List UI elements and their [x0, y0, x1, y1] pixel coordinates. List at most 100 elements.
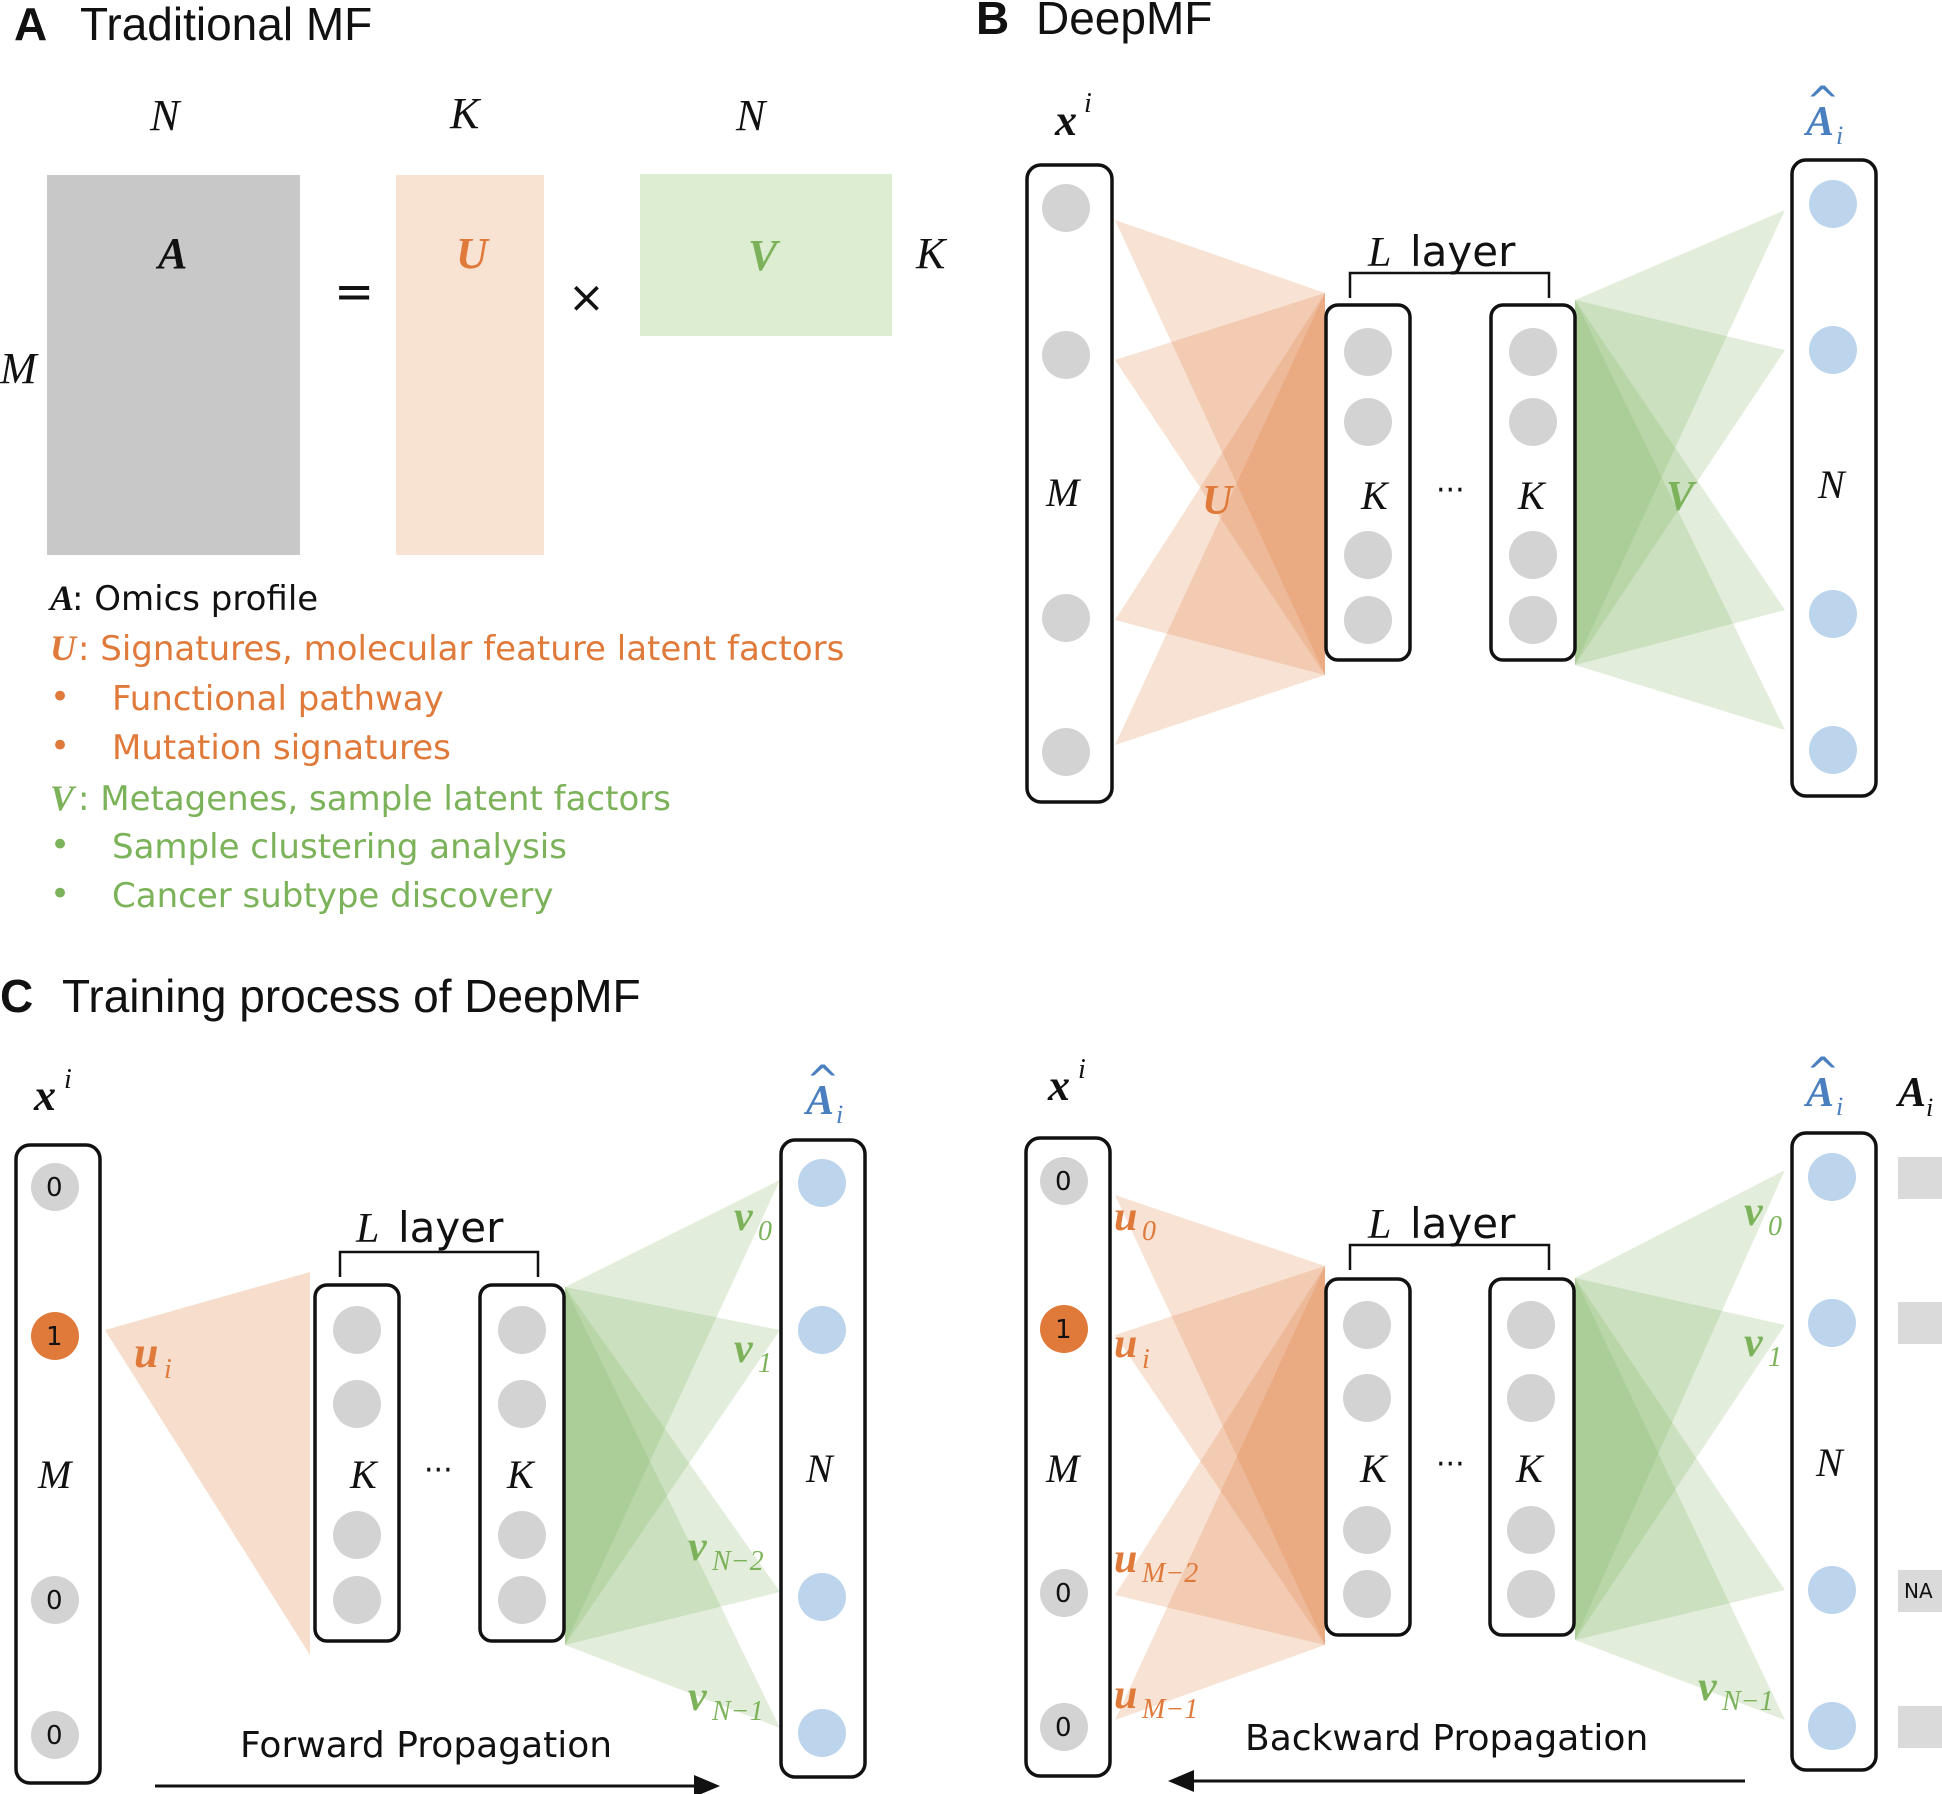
c-left-ahat-sub: i — [836, 1100, 843, 1129]
b-output-column — [1790, 158, 1878, 798]
c-right-input-node-4 — [1040, 1703, 1088, 1751]
c-right-h2-node-1 — [1507, 1301, 1555, 1349]
b-ahat-sub: i — [1836, 121, 1843, 150]
b-u-label: U — [1202, 478, 1235, 524]
c-left-v0-label: v — [734, 1194, 754, 1240]
c-left-v1-label: v — [734, 1326, 754, 1372]
b-input-node-4 — [1042, 728, 1090, 776]
c-left-hidden-column-1 — [313, 1283, 401, 1643]
c-right-input-val-3: 0 — [1055, 1579, 1072, 1609]
c-right-ui-sub: i — [1142, 1344, 1150, 1375]
dim-label-n-a: N — [149, 91, 182, 140]
b-output-node-2 — [1809, 326, 1857, 374]
equals-sign: = — [334, 264, 374, 320]
c-right-hidden-column-1 — [1324, 1277, 1412, 1637]
c-right-output-node-2 — [1808, 1299, 1856, 1347]
c-left-input-val-4: 0 — [46, 1721, 63, 1751]
c-right-hidden-column-2 — [1488, 1277, 1576, 1637]
c-left-ui-sub: i — [164, 1354, 172, 1385]
legend-u-symbol: U — [50, 628, 78, 668]
c-right-output-node-3 — [1808, 1566, 1856, 1614]
b-layer-bracket — [1348, 271, 1551, 298]
c-left-layer-bracket — [338, 1250, 540, 1277]
c-right-um2-sub: M−2 — [1141, 1558, 1198, 1589]
c-left-ui-label: u — [134, 1328, 158, 1377]
c-right-caption: Backward Propagation — [1245, 1718, 1648, 1759]
panel-b: B DeepMF x i M U L layer — [976, 0, 1878, 804]
legend-v-item-2: Cancer subtype discovery — [112, 876, 554, 916]
matrix-u — [396, 175, 544, 555]
dim-label-k-u: K — [449, 89, 482, 138]
panel-a-letter: A — [14, 0, 47, 50]
matrix-u-label: U — [456, 229, 490, 278]
c-left-h2-node-3 — [498, 1511, 546, 1559]
c-left-h1-node-3 — [333, 1511, 381, 1559]
c-right-vn1-label: v — [1698, 1664, 1718, 1710]
c-left-h2-node-4 — [498, 1576, 546, 1624]
c-right-h2-node-3 — [1507, 1506, 1555, 1554]
c-right-h1-node-1 — [1343, 1301, 1391, 1349]
c-right-a-sub: i — [1926, 1093, 1933, 1122]
c-right-input-val-1: 0 — [1055, 1167, 1072, 1197]
c-left-input-node-2 — [31, 1312, 79, 1360]
legend-v-bullet-1: • — [50, 825, 70, 865]
c-right-input-node-3 — [1040, 1569, 1088, 1617]
c-left-v1-sub: 1 — [758, 1348, 772, 1379]
b-k1-label: K — [1360, 473, 1390, 518]
times-sign: × — [568, 272, 605, 323]
c-right-um1-sub: M−1 — [1141, 1694, 1198, 1725]
b-input-node-1 — [1042, 184, 1090, 232]
legend-v-item-1: Sample clustering analysis — [112, 827, 567, 867]
c-left-input-node-4 — [31, 1711, 79, 1759]
c-right-v1-sub: 1 — [1768, 1342, 1782, 1373]
c-left-u-fan — [105, 1272, 310, 1655]
c-left-input-node-3 — [31, 1576, 79, 1624]
c-left-h2-node-1 — [498, 1306, 546, 1354]
c-right-h1-node-2 — [1343, 1374, 1391, 1422]
c-left-n-label: N — [805, 1446, 835, 1491]
b-m-label: M — [1045, 470, 1082, 515]
c-right-ellipsis: ··· — [1436, 1447, 1465, 1482]
panel-c-letter: C — [0, 970, 33, 1022]
c-left-h1-node-1 — [333, 1306, 381, 1354]
legend-u-bullet-1: • — [50, 677, 70, 717]
panel-b-letter: B — [976, 0, 1009, 44]
b-x-label: x — [1054, 96, 1077, 145]
matrix-v-label: V — [748, 231, 781, 280]
c-left-h1-node-2 — [333, 1380, 381, 1428]
c-left-hidden-column-2 — [478, 1283, 566, 1643]
b-h1-node-3 — [1344, 531, 1392, 579]
c-right-input-val-2: 1 — [1055, 1315, 1072, 1345]
matrix-v — [640, 174, 892, 336]
c-left-vn2-sub: N−2 — [711, 1546, 764, 1577]
matrix-a-label: A — [155, 229, 187, 278]
c-right-m-label: M — [1045, 1446, 1082, 1491]
panel-c-forward: x i 0 1 M 0 0 u i L layer K ··· — [14, 1058, 867, 1794]
b-ahat-label: A — [1803, 99, 1834, 145]
b-l-symbol: L — [1367, 230, 1391, 276]
c-right-v0-label: v — [1744, 1189, 1764, 1235]
b-h1-node-1 — [1344, 328, 1392, 376]
c-right-output-column — [1790, 1131, 1878, 1772]
c-right-input-column — [1024, 1136, 1112, 1778]
c-right-input-node-1 — [1040, 1157, 1088, 1205]
dim-label-k-side: K — [915, 229, 948, 278]
panel-c-backward: x i 0 1 M 0 0 u 0 u i u M−2 u M−1 L laye… — [1024, 1050, 1942, 1792]
b-input-column — [1025, 163, 1114, 804]
b-ellipsis: ··· — [1436, 473, 1465, 508]
c-left-ahat-label: A — [803, 1078, 834, 1124]
c-left-ellipsis: ··· — [424, 1453, 453, 1488]
c-right-layer-bracket — [1348, 1243, 1551, 1270]
b-output-node-3 — [1809, 590, 1857, 638]
b-n-label: N — [1817, 462, 1847, 507]
c-right-h2-node-2 — [1507, 1374, 1555, 1422]
c-left-vn1-label: v — [688, 1674, 708, 1720]
c-right-v1-label: v — [1744, 1320, 1764, 1366]
c-right-k1-label: K — [1359, 1446, 1389, 1491]
c-left-input-column — [14, 1143, 102, 1785]
c-left-input-node-1 — [31, 1163, 79, 1211]
c-right-truth-cell-4 — [1898, 1706, 1942, 1748]
matrix-a — [47, 175, 300, 555]
c-right-a-label: A — [1895, 1070, 1926, 1116]
